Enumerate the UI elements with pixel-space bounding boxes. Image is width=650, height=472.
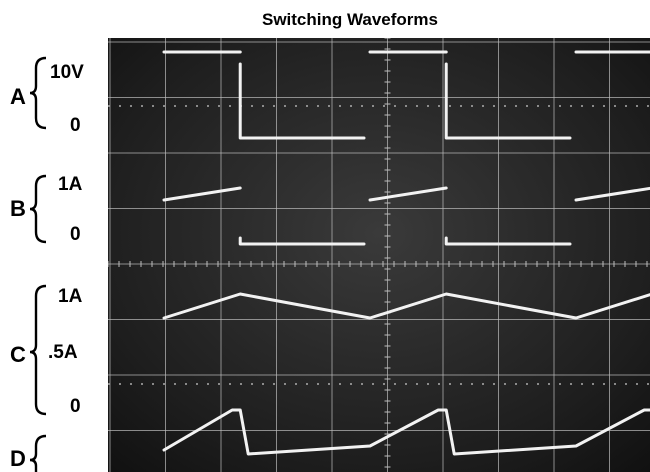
channel-b-low-label: 0	[70, 224, 81, 245]
channel-a-low-segment	[238, 62, 366, 140]
channel-b-ramp	[162, 186, 242, 202]
channel-a-letter: A	[10, 84, 26, 109]
channel-b-high-label: 1A	[58, 174, 83, 195]
channel-b-ramp	[574, 186, 650, 202]
channel-c-brace	[29, 284, 47, 416]
channel-b-zero-segment	[444, 236, 572, 246]
channel-d-sawtooth	[162, 408, 650, 456]
channel-b-letter: B	[10, 196, 26, 221]
channel-a-high-label: 10V	[50, 62, 84, 83]
channel-braces	[29, 56, 47, 472]
channel-c-mid-label: .5A	[48, 342, 78, 363]
oscilloscope-screen	[108, 38, 650, 472]
channel-b-zero-segment	[238, 236, 366, 246]
channel-a-low-label: 0	[70, 115, 81, 136]
channel-d-letter: D	[10, 446, 26, 471]
channel-a-low-segment	[444, 62, 572, 140]
channel-labels: A 10V 0 B 1A 0 C 1A .5A 0 D	[0, 0, 110, 472]
graticule-grid	[108, 38, 650, 472]
waveform-traces	[162, 50, 650, 456]
channel-b-ramp	[368, 186, 448, 202]
channel-d-brace	[29, 434, 47, 472]
channel-c-letter: C	[10, 342, 26, 367]
channel-b-brace	[29, 174, 47, 244]
channel-c-low-label: 0	[70, 396, 81, 417]
screen-background	[108, 38, 650, 472]
channel-a-brace	[29, 56, 47, 130]
channel-c-high-label: 1A	[58, 286, 83, 307]
channel-c-triangle	[162, 292, 650, 320]
chart-title: Switching Waveforms	[261, 10, 438, 29]
